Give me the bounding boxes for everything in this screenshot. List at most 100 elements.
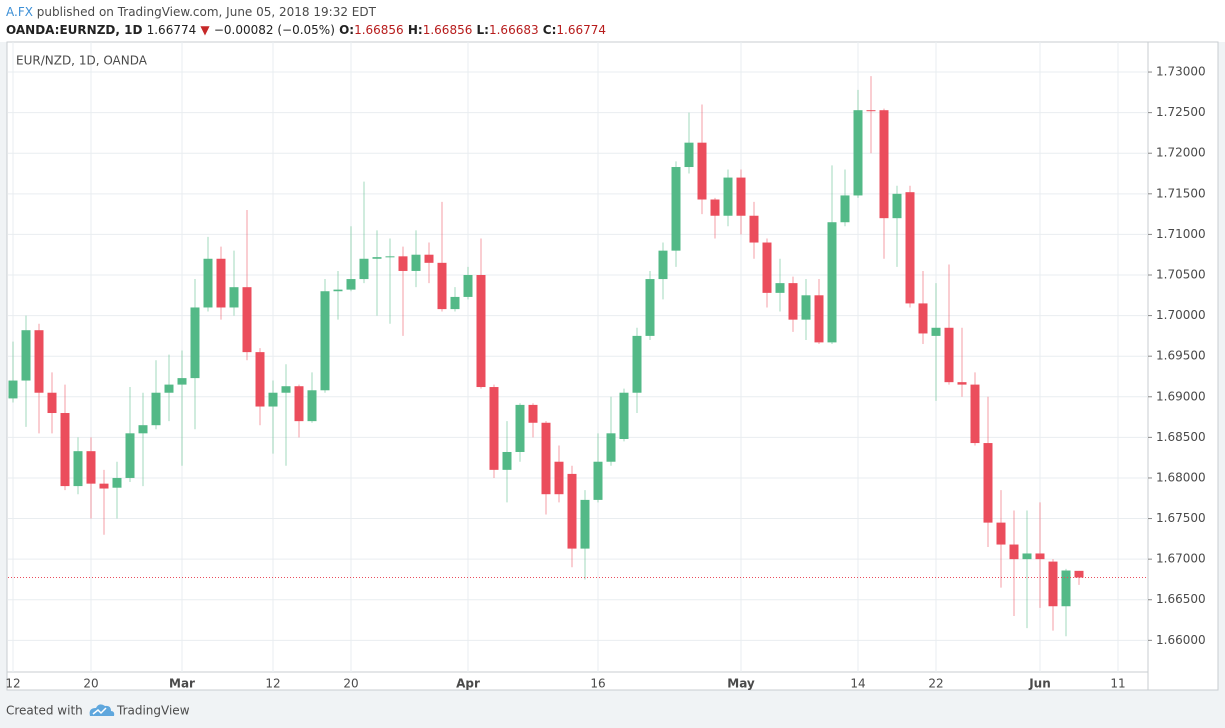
candle-body [229, 287, 239, 308]
candle-body [645, 279, 655, 336]
candle-body [333, 289, 343, 292]
candle-body [411, 254, 421, 271]
candle-body [112, 477, 122, 488]
candle-body [21, 330, 31, 381]
logo-cloud [89, 704, 115, 716]
candle-body [671, 167, 681, 251]
ohlc-label: C: [543, 23, 557, 37]
header-band [0, 0, 1225, 42]
candle-body [281, 386, 291, 393]
candle-body [749, 215, 759, 243]
y-tick-label: 1.66000 [1156, 633, 1206, 647]
candle-body [255, 352, 265, 407]
candle-body [138, 425, 148, 434]
candle-body [593, 461, 603, 500]
candle-body [268, 392, 278, 407]
candle-body [866, 110, 876, 112]
candle-body [424, 254, 434, 263]
y-tick-label: 1.69000 [1156, 389, 1206, 403]
symbol: OANDA:EURNZD, 1D [6, 23, 142, 37]
candle-body [307, 390, 317, 422]
candle-body [151, 392, 161, 426]
candle-body [567, 473, 577, 549]
candle-body [359, 258, 369, 280]
x-tick-label: 12 [265, 677, 280, 691]
candle-body [996, 522, 1006, 545]
candle-body [86, 451, 96, 484]
candle-body [476, 275, 486, 388]
candle-body [736, 177, 746, 216]
y-tick-label: 1.73000 [1156, 65, 1206, 79]
footer-brand[interactable]: TradingView [116, 704, 190, 718]
candle-body [398, 256, 408, 271]
y-tick-label: 1.67500 [1156, 511, 1206, 525]
candle-body [606, 433, 616, 462]
candle-body [762, 242, 772, 293]
change-arrow: ▼ [200, 23, 210, 37]
candle-body [8, 380, 18, 399]
candle-body [658, 250, 668, 280]
x-tick-label: Jun [1028, 677, 1051, 691]
ohlc-label: L: [477, 23, 489, 37]
candle-body [203, 258, 213, 308]
author[interactable]: A.FX [6, 5, 33, 19]
candle-body [320, 291, 330, 391]
candle-body [1009, 544, 1019, 560]
ohlc-value: 1.66856 [354, 23, 404, 37]
candle-body [801, 295, 811, 320]
candle-body [554, 461, 564, 495]
ohlc-label: H: [408, 23, 423, 37]
candle-body [99, 483, 109, 489]
plot: 1.66000 1.66500 1.67000 1.67500 1.68000 1.685… [5, 42, 1206, 691]
candle-body [879, 110, 889, 219]
candle-body [1035, 553, 1045, 560]
y-tick-label: 1.72500 [1156, 105, 1206, 119]
candle-body [697, 142, 707, 200]
x-tick-label: 20 [343, 677, 358, 691]
x-tick-label: 11 [1110, 677, 1125, 691]
chart-title: EUR/NZD, 1D, OANDA [16, 54, 148, 68]
candle-body [216, 258, 226, 308]
candle-body [385, 256, 395, 258]
candle-body [294, 386, 304, 422]
ohlc-label: O: [339, 23, 354, 37]
candle-body [34, 330, 44, 393]
y-tick-label: 1.68000 [1156, 470, 1206, 484]
chart-frame [6, 41, 1219, 691]
candle-body [775, 283, 785, 293]
candle-body [437, 262, 447, 310]
candle-body [892, 193, 902, 219]
candle-body [125, 433, 135, 478]
published: published on TradingView.com, June 05, 2… [37, 5, 377, 19]
y-tick-label: 1.70000 [1156, 308, 1206, 322]
candle-body [177, 378, 187, 385]
candle-body [60, 413, 70, 487]
y-tick-label: 1.71500 [1156, 186, 1206, 200]
candle-body [450, 296, 460, 310]
candle-body [463, 275, 473, 297]
candle-body [905, 192, 915, 304]
candle-body [814, 295, 824, 343]
y-tick-label: 1.68500 [1156, 430, 1206, 444]
y-tick-label: 1.69500 [1156, 349, 1206, 363]
candle-body [346, 279, 356, 290]
x-tick-label: Apr [456, 677, 480, 691]
candle-body [1022, 553, 1032, 560]
candle-body [957, 382, 967, 385]
candle-body [1048, 561, 1058, 607]
candle-body [242, 287, 252, 353]
candle-body [164, 384, 174, 393]
x-tick-label: 14 [850, 677, 865, 691]
x-tick-label: May [727, 677, 755, 691]
change: −0.00082 (−0.05%) [214, 23, 335, 37]
candle-body [827, 222, 837, 343]
candle-body [502, 451, 512, 470]
last-price: 1.66774 [147, 23, 197, 37]
candle-body [944, 327, 954, 383]
x-tick-label: Mar [169, 677, 195, 691]
candle-body [580, 499, 590, 549]
candle-body [970, 384, 980, 444]
x-tick-label: 20 [83, 677, 98, 691]
ohlc-value: 1.66774 [556, 23, 606, 37]
